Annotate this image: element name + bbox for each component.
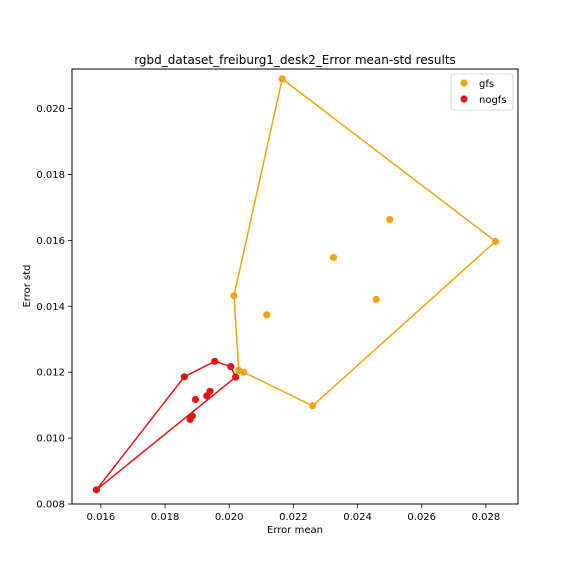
y-tick-label: 0.014	[36, 302, 65, 313]
legend-label-gfs: gfs	[479, 79, 494, 90]
data-point-nogfs	[232, 373, 240, 381]
y-tick-label: 0.008	[36, 500, 65, 511]
data-point-gfs	[309, 402, 317, 410]
data-point-nogfs	[227, 363, 235, 371]
y-tick-label: 0.012	[36, 368, 65, 379]
data-point-gfs	[240, 368, 248, 376]
data-point-gfs	[230, 292, 238, 300]
x-axis-label: Error mean	[267, 525, 323, 536]
hull-line-nogfs	[95, 360, 237, 491]
legend: gfs nogfs	[450, 73, 514, 111]
data-point-nogfs	[211, 357, 219, 365]
y-tick-label: 0.010	[36, 434, 65, 445]
data-point-gfs	[278, 75, 286, 83]
data-point-nogfs	[92, 486, 100, 494]
y-axis-label: Error std	[22, 264, 33, 307]
data-point-gfs	[263, 311, 271, 319]
data-point-gfs	[491, 237, 500, 245]
data-point-nogfs	[186, 415, 194, 423]
legend-marker-nogfs	[460, 95, 468, 103]
data-point-gfs	[372, 295, 380, 303]
plot-frame	[71, 68, 519, 505]
y-tick-label: 0.020	[36, 104, 65, 115]
chart-title: rgbd_dataset_freiburg1_desk2_Error mean-…	[134, 53, 456, 67]
legend-marker-gfs	[460, 79, 468, 87]
x-tick-label: 0.020	[215, 512, 244, 523]
x-tick-label: 0.016	[87, 512, 116, 523]
data-point-nogfs	[180, 373, 188, 381]
legend-label-nogfs: nogfs	[479, 95, 507, 106]
data-point-nogfs	[191, 395, 200, 404]
x-tick-label: 0.026	[407, 512, 436, 523]
axes: 0.016 0.018 0.020 0.022 0.024 0.026 0.028 0.008…	[36, 104, 500, 523]
x-tick-label: 0.028	[472, 512, 501, 523]
data-point-gfs	[329, 253, 338, 262]
plot-area	[92, 75, 500, 494]
x-tick-label: 0.022	[279, 512, 308, 523]
x-tick-label: 0.024	[343, 512, 372, 523]
data-point-gfs	[386, 216, 394, 224]
data-point-nogfs	[203, 392, 211, 400]
y-tick-label: 0.016	[36, 236, 65, 247]
y-tick-label: 0.018	[36, 170, 65, 181]
x-tick-label: 0.018	[151, 512, 180, 523]
